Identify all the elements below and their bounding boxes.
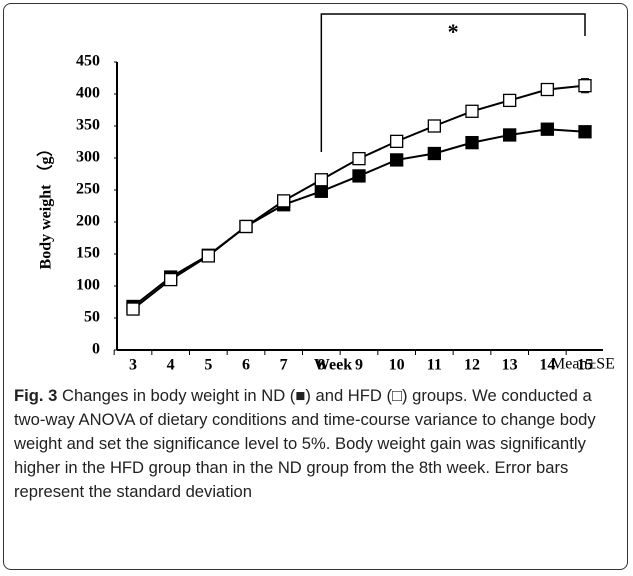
marker bbox=[578, 125, 592, 139]
y-tick-label: 350 bbox=[76, 117, 100, 134]
y-tick-label: 50 bbox=[84, 309, 100, 326]
figure-frame bbox=[3, 3, 628, 570]
marker bbox=[390, 134, 404, 149]
marker bbox=[578, 79, 592, 93]
caption-label: Fig. 3 bbox=[14, 386, 58, 405]
x-tick-label: 4 bbox=[167, 357, 175, 374]
x-tick-label: 12 bbox=[464, 357, 480, 374]
marker bbox=[503, 93, 517, 108]
y-tick-label: 100 bbox=[76, 277, 100, 294]
y-tick-label: 250 bbox=[76, 181, 100, 198]
marker bbox=[465, 135, 479, 150]
marker bbox=[314, 184, 328, 198]
marker bbox=[314, 173, 328, 187]
x-tick-label: 8 bbox=[317, 357, 325, 374]
marker bbox=[352, 151, 366, 166]
y-tick-label: 0 bbox=[92, 341, 100, 358]
caption: Fig. 3 Changes in body weight in ND (■) … bbox=[14, 384, 619, 504]
marker bbox=[540, 82, 554, 97]
marker bbox=[239, 219, 253, 234]
x-tick-label: 9 bbox=[355, 357, 363, 374]
marker bbox=[540, 122, 554, 136]
caption-text: Changes in body weight in ND (■) and HFD… bbox=[14, 386, 596, 501]
x-tick-label: 6 bbox=[242, 357, 250, 374]
note: Mean±SE bbox=[551, 356, 615, 373]
x-tick-label: 11 bbox=[427, 357, 442, 374]
x-tick-label: 3 bbox=[129, 357, 137, 374]
significance-label: * bbox=[448, 19, 459, 44]
marker bbox=[126, 302, 140, 316]
marker bbox=[427, 119, 441, 133]
marker bbox=[201, 249, 215, 263]
x-tick-label: 7 bbox=[280, 357, 288, 374]
chart: Week Mean±SE Body weight （g） 0 50 100 150 20… bbox=[37, 13, 615, 374]
x-tick-label: 15 bbox=[577, 357, 593, 374]
series-line bbox=[132, 84, 586, 310]
marker bbox=[427, 146, 441, 161]
marker bbox=[352, 169, 366, 183]
marker bbox=[277, 194, 291, 208]
y-tick-label: 150 bbox=[76, 245, 100, 262]
significance-bracket bbox=[320, 13, 586, 152]
x-axis-label: Week bbox=[314, 357, 352, 374]
marker bbox=[164, 272, 178, 287]
marker bbox=[465, 104, 479, 118]
y-tick-label: 200 bbox=[76, 213, 100, 230]
x-tick-label: 14 bbox=[539, 357, 555, 374]
y-tick-label: 300 bbox=[76, 149, 100, 166]
y-axis-label: Body weight （g） bbox=[37, 141, 55, 270]
x-tick-label: 13 bbox=[502, 357, 518, 374]
x-tick-label: 5 bbox=[204, 357, 212, 374]
y-tick-label: 400 bbox=[76, 85, 100, 102]
marker bbox=[390, 153, 404, 167]
y-tick-label: 450 bbox=[76, 53, 100, 70]
marker bbox=[503, 128, 517, 142]
x-tick-label: 10 bbox=[389, 357, 405, 374]
